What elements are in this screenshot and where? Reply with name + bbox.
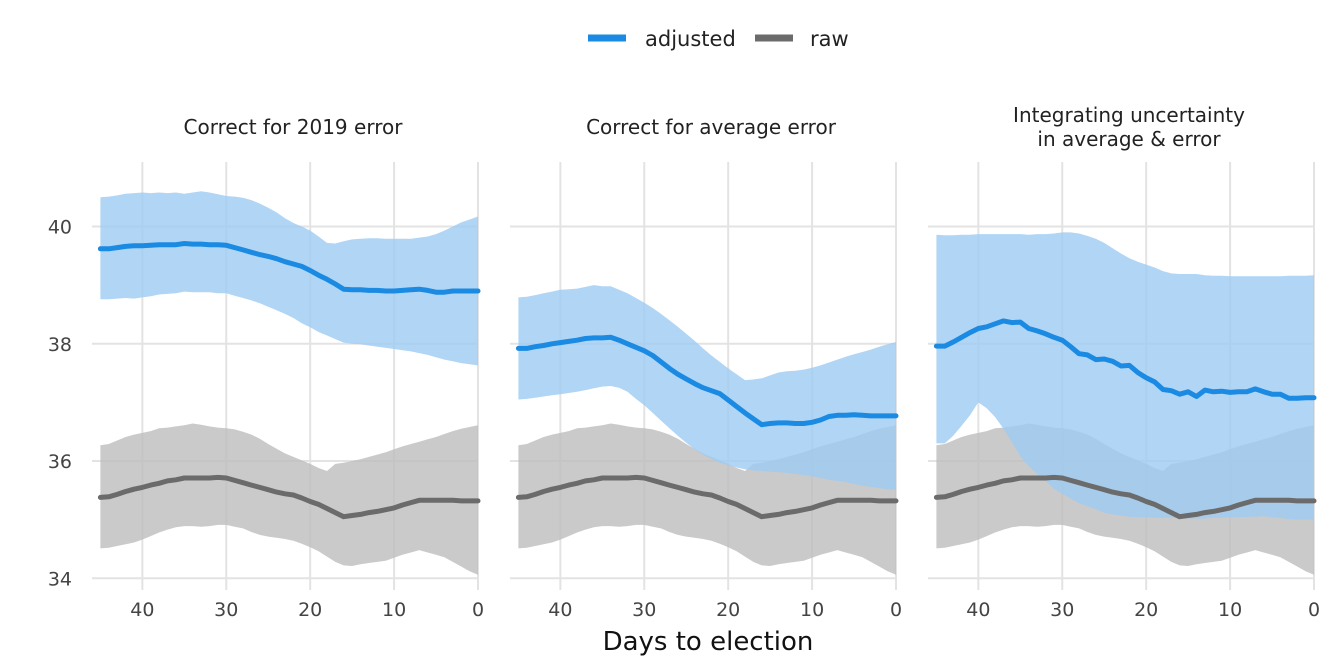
- x-tick-label: 30: [1050, 599, 1074, 621]
- adjusted-band: [936, 232, 1314, 520]
- raw-line: [515, 474, 899, 520]
- x-tick-label: 40: [966, 599, 990, 621]
- raw-band: [100, 423, 479, 575]
- x-tick-label: 20: [716, 599, 740, 621]
- x-tick-label: 10: [1218, 599, 1242, 621]
- x-axis-title: Days to election: [603, 627, 814, 657]
- y-axis: 34 36 38 40: [48, 216, 72, 590]
- x-tick-label: 0: [1308, 599, 1320, 621]
- x-tick-label: 30: [214, 599, 238, 621]
- y-tick-label: 40: [48, 216, 72, 238]
- facet-panel-2: Correct for average error 40 30 20 10 0: [510, 115, 902, 621]
- adjusted-band: [100, 191, 479, 366]
- facet-title-line: Correct for average error: [586, 115, 837, 139]
- x-tick-label: 40: [548, 599, 572, 621]
- raw-line: [97, 474, 481, 520]
- adjusted-line: [515, 334, 899, 428]
- y-tick-label: 38: [48, 334, 72, 356]
- facet-title-line: Correct for 2019 error: [184, 115, 404, 139]
- legend-label-raw: raw: [810, 27, 849, 51]
- adjusted-line: [933, 318, 1317, 401]
- legend: adjusted raw: [588, 27, 849, 51]
- adjusted-line: [97, 241, 481, 295]
- facet-title-line: in average & error: [1037, 127, 1221, 151]
- x-tick-label: 0: [890, 599, 902, 621]
- x-tick-label: 20: [1134, 599, 1158, 621]
- y-tick-label: 36: [48, 451, 72, 473]
- x-tick-label: 10: [800, 599, 824, 621]
- x-tick-label: 30: [632, 599, 656, 621]
- x-tick-label: 0: [472, 599, 484, 621]
- raw-line: [933, 474, 1317, 520]
- x-tick-label: 40: [130, 599, 154, 621]
- x-tick-label: 20: [298, 599, 322, 621]
- legend-label-adjusted: adjusted: [645, 27, 736, 51]
- facet-panel-1: Correct for 2019 error 40 30 20 10 0: [92, 115, 484, 621]
- y-tick-label: 34: [48, 568, 72, 590]
- x-tick-label: 10: [382, 599, 406, 621]
- facet-title-line: Integrating uncertainty: [1013, 103, 1245, 127]
